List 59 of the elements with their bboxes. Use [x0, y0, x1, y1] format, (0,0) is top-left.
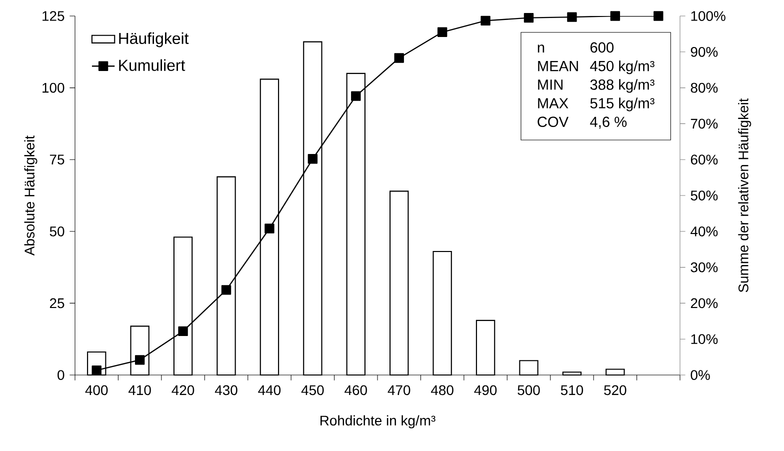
x-tick-label: 460 [344, 385, 367, 396]
y2-tick-label: 10% [691, 334, 718, 344]
y2-tick-label: 40% [690, 226, 718, 236]
point [394, 53, 404, 63]
point [134, 355, 145, 365]
y2-tick-label: 90% [690, 46, 718, 57]
y2-tick-label: 100% [691, 11, 726, 21]
x-tick-label: 430 [214, 385, 238, 396]
point [351, 91, 361, 101]
y2-tick-label: 60% [690, 154, 718, 165]
point [654, 11, 664, 21]
point [308, 154, 318, 164]
annotation: 4,6 % [590, 116, 627, 129]
point [437, 27, 448, 37]
legend-label: Kumuliert [119, 59, 186, 71]
x-tick-label: 400 [85, 385, 108, 396]
y-tick-label: 100 [42, 82, 64, 93]
annotation: MAX [538, 98, 568, 108]
annotation: 600 [590, 42, 614, 53]
point [178, 326, 188, 336]
point [92, 365, 102, 376]
x-tick-label: 440 [258, 385, 281, 396]
annotation: n [538, 44, 544, 52]
y-tick-label: 75 [50, 154, 64, 164]
x-axis-title: Rohdichte in kg/m³ [320, 415, 436, 428]
x-tick-label: 490 [474, 385, 497, 396]
point [567, 12, 577, 22]
annotation: 388 kg/m³ [590, 79, 654, 93]
point [480, 16, 490, 26]
y2-tick-label: 30% [690, 262, 718, 272]
y-tick-label: 25 [50, 298, 64, 308]
point [524, 12, 534, 23]
y2-tick-label: 70% [690, 118, 718, 129]
x-tick-label: 520 [604, 385, 626, 396]
annotation: 515 kg/m³ [590, 98, 654, 112]
point [264, 224, 274, 234]
annotation: 450 kg/m³ [590, 60, 654, 74]
y-tick-label: 50 [50, 226, 64, 236]
y-axis-title: Absolute Häufigkeit [24, 136, 38, 256]
x-tick-label: 410 [128, 385, 151, 396]
point [610, 11, 620, 21]
x-tick-label: 450 [301, 385, 324, 396]
y2-tick-label: 20% [690, 298, 718, 308]
y-tick-label: 0 [58, 370, 64, 380]
point [221, 285, 232, 295]
y2-tick-label: 0% [690, 370, 710, 380]
x-tick-label: 500 [518, 385, 540, 396]
annotation: MEAN [538, 61, 578, 72]
y-tick-label: 125 [42, 11, 64, 21]
y2-tick-label: 50% [690, 190, 718, 200]
x-tick-label: 470 [388, 385, 410, 396]
legend-label: Häufigkeit [119, 32, 189, 48]
y2-axis-title: Summe der relativen Häufigkeit [738, 98, 752, 292]
x-tick-label: 510 [560, 385, 584, 396]
annotation: COV [538, 116, 568, 128]
x-tick-label: 480 [431, 385, 454, 396]
x-tick-label: 420 [172, 385, 194, 396]
annotation: MIN [538, 80, 562, 90]
y2-tick-label: 80% [690, 82, 718, 93]
